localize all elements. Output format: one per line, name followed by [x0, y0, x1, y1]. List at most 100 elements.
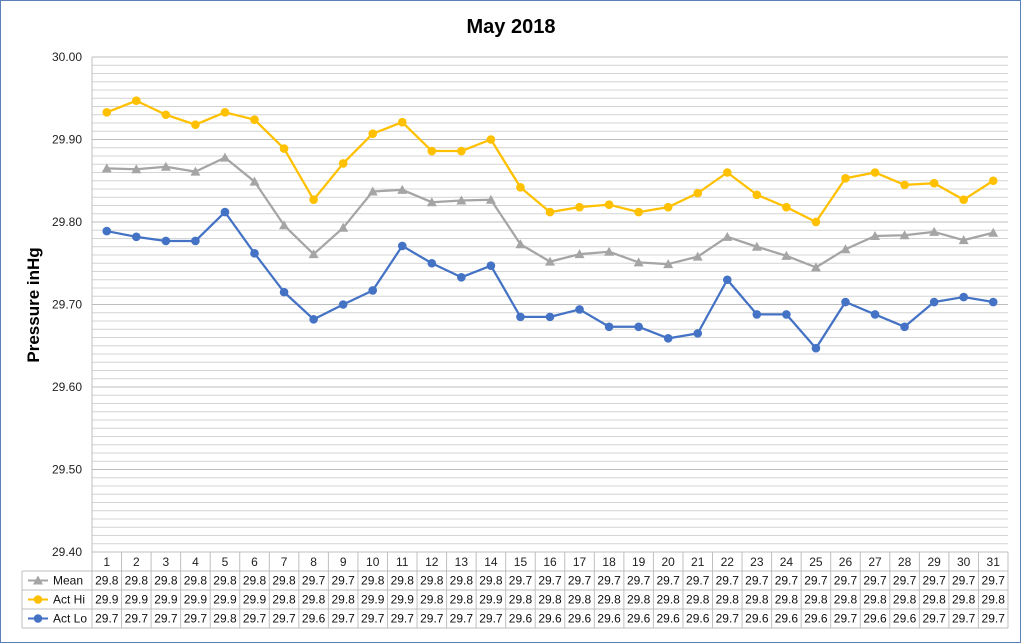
- legend-label: Act Hi: [53, 593, 85, 607]
- data-point: [427, 258, 437, 268]
- data-label: 29.8: [627, 593, 651, 607]
- data-point: [516, 312, 525, 322]
- data-label: 29.8: [213, 612, 237, 626]
- data-point: [811, 343, 821, 353]
- data-point: [545, 256, 555, 266]
- data-point: [545, 207, 555, 217]
- x-tick-label: 15: [514, 555, 528, 569]
- x-tick-label: 10: [366, 555, 380, 569]
- data-point: [397, 184, 408, 194]
- data-point: [191, 120, 200, 129]
- data-label: 29.8: [745, 593, 769, 607]
- data-point: [309, 195, 318, 205]
- data-label: 29.7: [952, 612, 976, 626]
- data-point: [160, 161, 171, 171]
- data-label: 29.8: [361, 574, 385, 588]
- x-tick-label: 17: [573, 555, 587, 569]
- data-label: 29.7: [834, 574, 858, 588]
- x-tick-label: 16: [543, 555, 557, 569]
- data-point: [841, 173, 850, 183]
- data-label: 29.8: [686, 593, 710, 607]
- data-label: 29.8: [863, 593, 887, 607]
- data-point: [250, 249, 259, 258]
- data-point: [988, 297, 998, 307]
- data-label: 29.8: [125, 574, 149, 588]
- data-point: [101, 163, 112, 173]
- data-label: 29.8: [391, 574, 415, 588]
- data-point: [870, 231, 881, 241]
- y-tick-label: 30.00: [52, 50, 82, 64]
- data-label: 29.6: [538, 612, 562, 626]
- data-label: 29.9: [184, 593, 208, 607]
- data-point: [102, 226, 112, 236]
- data-point: [132, 232, 141, 242]
- data-label: 29.7: [243, 612, 267, 626]
- series-layer: [101, 96, 999, 353]
- data-point: [811, 217, 821, 227]
- x-tick-label: 21: [691, 555, 705, 569]
- data-label: 29.8: [804, 593, 828, 607]
- data-point: [929, 178, 939, 188]
- data-point: [545, 312, 555, 322]
- data-label: 29.8: [420, 574, 444, 588]
- x-tick-label: 4: [192, 555, 199, 569]
- data-label: 29.7: [125, 612, 149, 626]
- legend-key-marker: [33, 575, 43, 585]
- data-label: 29.7: [863, 574, 887, 588]
- x-tick-label: 26: [839, 555, 853, 569]
- x-tick-label: 3: [163, 555, 170, 569]
- data-label: 29.7: [509, 574, 533, 588]
- data-label: 29.9: [391, 593, 415, 607]
- data-table: 1 2 3 4 5 6 7 8 9 10 11 12 13 14 15 16 17 18 19 20 21 22 23 24 2…: [21, 551, 1009, 629]
- data-label: 29.6: [745, 612, 769, 626]
- data-point: [693, 329, 703, 338]
- data-label: 29.6: [893, 612, 917, 626]
- data-label: 29.8: [509, 593, 533, 607]
- data-point: [900, 322, 909, 332]
- data-point: [693, 188, 703, 198]
- data-point: [397, 241, 407, 251]
- data-label: 29.7: [627, 574, 651, 588]
- data-point: [634, 322, 643, 332]
- data-point: [929, 297, 939, 307]
- x-tick-label: 13: [455, 555, 469, 569]
- data-label: 29.7: [775, 574, 799, 588]
- data-label: 29.6: [597, 612, 621, 626]
- data-point: [575, 202, 584, 212]
- x-tick-label: 20: [662, 555, 676, 569]
- data-point: [870, 310, 880, 319]
- legend-key-marker: [33, 614, 43, 623]
- data-point: [959, 195, 968, 205]
- data-label: 29.8: [450, 574, 474, 588]
- data-label: 29.7: [716, 612, 740, 626]
- legend-label: Mean: [53, 574, 83, 588]
- data-label: 29.7: [95, 612, 119, 626]
- data-label: 29.6: [686, 612, 710, 626]
- data-label: 29.8: [95, 574, 119, 588]
- data-label: 29.9: [479, 593, 503, 607]
- x-tick-label: 7: [281, 555, 288, 569]
- data-label: 29.7: [982, 574, 1006, 588]
- y-tick-label: 29.80: [52, 215, 82, 229]
- x-tick-label: 24: [780, 555, 794, 569]
- data-label: 29.7: [922, 612, 946, 626]
- data-label: 29.7: [450, 612, 474, 626]
- x-tick-label: 31: [987, 555, 1001, 569]
- data-point: [397, 117, 407, 127]
- y-axis-label: Pressure inHg: [24, 247, 43, 362]
- data-label: 29.6: [627, 612, 651, 626]
- data-point: [988, 227, 999, 237]
- data-point: [722, 168, 732, 177]
- x-tick-label: 28: [898, 555, 912, 569]
- x-tick-label: 19: [632, 555, 646, 569]
- data-label: 29.7: [479, 612, 503, 626]
- data-label: 29.7: [686, 574, 710, 588]
- data-label: 29.9: [125, 593, 149, 607]
- data-label: 29.7: [922, 574, 946, 588]
- legend-key-marker: [33, 595, 43, 604]
- data-point: [191, 236, 200, 246]
- x-tick-label: 30: [957, 555, 971, 569]
- data-label: 29.6: [775, 612, 799, 626]
- data-label: 29.9: [213, 593, 237, 607]
- data-label: 29.7: [331, 612, 355, 626]
